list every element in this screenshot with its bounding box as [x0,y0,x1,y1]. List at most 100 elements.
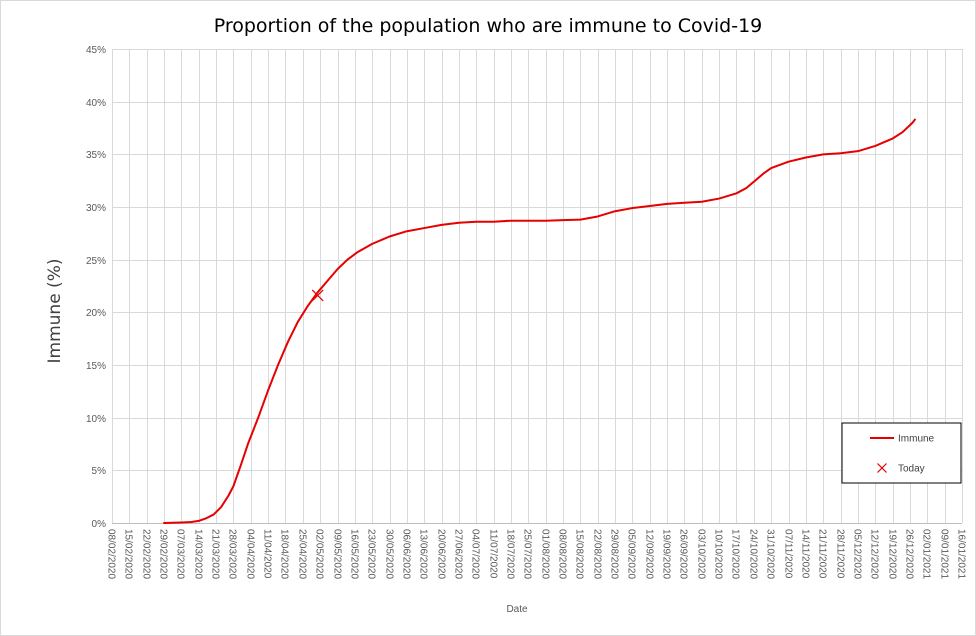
x-tick-label: 30/05/2020 [384,529,395,579]
x-tick-label: 15/02/2020 [123,529,134,579]
data-point [901,131,904,133]
x-tick-label: 29/08/2020 [609,529,620,579]
x-tick-label: 04/07/2020 [470,529,481,579]
y-tick-label: 25% [86,256,106,267]
marker-group [311,289,324,302]
x-tick-label: 15/08/2020 [574,529,585,579]
x-tick-label: 18/04/2020 [279,529,290,579]
data-point [475,221,477,223]
data-point [614,210,616,212]
x-axis-label: Date [506,604,528,615]
data-point [307,305,309,307]
data-point [205,517,207,519]
y-tick-label: 35% [86,150,106,161]
x-tick-label: 26/12/2020 [904,529,915,579]
data-point [493,221,495,223]
data-point [232,485,235,487]
data-point [317,291,319,293]
data-point [163,522,165,524]
x-tick-label: 12/12/2020 [869,529,880,579]
data-point [440,224,443,226]
x-tick-label: 31/10/2020 [765,529,776,579]
x-tick-label: 25/04/2020 [297,529,308,579]
data-point [839,152,842,154]
data-point [545,220,547,222]
data-point [911,122,914,124]
x-tick-label: 16/01/2021 [956,529,967,579]
data-point [649,205,651,207]
x-tick-label: 22/08/2020 [592,529,603,579]
y-tick-labels: 0% 5% 10% 15% 20% 25% 30% 35% 40% 45% [86,45,106,530]
data-point [701,201,703,203]
x-tick-label: 05/09/2020 [626,529,637,579]
x-tick-label: 11/04/2020 [262,529,273,579]
data-point [914,118,916,121]
x-tick-label: 02/05/2020 [314,529,325,579]
legend-today-marker [877,463,887,473]
x-tick-label: 09/01/2021 [939,529,950,579]
data-point [892,137,894,140]
data-point [755,179,757,181]
x-tick-label: 08/08/2020 [557,529,568,579]
x-tick-label: 14/11/2020 [800,529,811,579]
y-tick-label: 30% [86,203,106,214]
x-tick-label: 05/12/2020 [852,529,863,579]
data-point [874,145,876,147]
x-tick-label: 04/04/2020 [245,529,256,579]
x-tick-label: 29/02/2020 [158,529,169,579]
data-point [666,203,668,205]
data-point [527,220,529,222]
x-tick-label: 23/05/2020 [366,529,377,579]
data-point [745,187,748,189]
data-point [371,243,373,245]
x-tick-label: 28/11/2020 [835,529,846,579]
x-tick-label: 26/09/2020 [678,529,689,579]
x-tick-label: 07/03/2020 [175,529,186,579]
data-point [356,251,358,253]
y-tick-label: 45% [86,45,106,56]
legend-box [841,422,962,484]
y-tick-label: 15% [86,361,106,372]
data-point [631,207,634,209]
x-tick-label: 27/06/2020 [453,529,464,579]
x-tick-label: 02/01/2021 [921,529,932,579]
data-point [257,417,259,419]
data-point [190,521,192,523]
y-tick-label: 20% [86,308,106,319]
data-point [240,464,242,466]
x-tick-label: 21/03/2020 [210,529,221,579]
data-point [346,259,349,261]
x-tick-label: 21/11/2020 [817,529,828,579]
x-tick-label: 10/10/2020 [713,529,724,579]
x-tick-label: 17/10/2020 [730,529,741,579]
data-point [327,280,329,282]
data-point [857,150,859,152]
data-point [822,153,824,155]
x-tick-label: 08/02/2020 [106,529,117,579]
data-point [787,161,790,163]
data-point [227,495,230,497]
legend-immune-label: Immune [898,434,935,445]
y-axis-label: Immune (%) [45,259,65,364]
data-point [763,172,765,174]
data-point [770,167,772,169]
x-tick-label: 06/06/2020 [401,529,412,579]
data-point [735,192,738,194]
data-point [718,197,720,200]
data-point [579,219,581,221]
data-point [297,321,299,323]
data-point [805,156,807,159]
data-point [423,227,425,229]
x-tick-label: 19/09/2020 [661,529,672,579]
chart-title: Proportion of the population who are imm… [214,15,763,37]
x-tick-label: 11/07/2020 [488,529,499,579]
data-point [458,222,460,224]
x-tick-label: 14/03/2020 [193,529,204,579]
data-point [180,521,182,524]
series-group [163,118,916,524]
y-tick-label: 5% [92,466,107,477]
data-point [267,389,269,391]
data-point [562,219,564,221]
